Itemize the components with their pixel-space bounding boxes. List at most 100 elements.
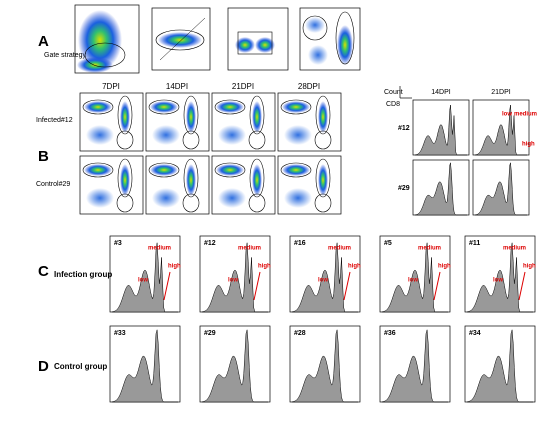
axis-label: CD8 [386,101,400,108]
arrow [343,271,351,301]
plot-frame [227,7,289,71]
plot-frame [211,155,276,215]
panel-label: C [38,263,49,280]
density-blob [152,188,180,208]
sample-label: #3 [114,240,122,247]
sample-label: #36 [384,330,396,337]
gate [117,95,133,135]
density-blob [308,45,328,65]
annotation: high [258,264,271,270]
sample-label: #29 [204,330,216,337]
gate [280,162,312,178]
density-blob [216,164,244,176]
group-label: Control group [54,362,107,371]
gate [280,99,312,115]
gate [116,193,134,213]
column-header: 21DPI [491,89,511,96]
density-blob [282,164,310,176]
plot-frame [145,92,210,152]
histogram [381,329,448,403]
gate [84,42,126,68]
histogram [474,162,527,216]
gate [117,158,133,198]
column-header: 14DPI [431,89,451,96]
panel-title: Gate strategy [44,52,87,59]
sample-label: #28 [294,330,306,337]
gate [237,31,273,55]
histogram [201,329,268,403]
plot-frame [74,4,140,74]
density-blob [284,188,312,208]
density-blob [150,101,178,113]
sample-label: #12 [204,240,216,247]
gate [249,158,265,198]
histogram [201,242,268,313]
annotation: high [438,264,451,270]
gate [183,95,199,135]
annotation: low [493,278,503,284]
row-label: #12 [398,125,410,132]
row-label: #29 [398,185,410,192]
gate [249,95,265,135]
annotation: medium [238,246,261,252]
gate [155,29,205,51]
density-blob [318,101,328,133]
gate [315,95,331,135]
annotation: medium [514,112,537,118]
gate [248,130,266,150]
arrow [163,271,171,301]
histogram [111,329,178,403]
column-header: 7DPI [102,82,120,91]
annotation: low [502,112,512,118]
density-blob [284,125,312,145]
annotation: low [408,278,418,284]
histogram [474,104,527,156]
density-blob [152,125,180,145]
density-blob [150,164,178,176]
gate [148,162,180,178]
density-blob [186,164,196,196]
density-blob [337,25,353,65]
gate [315,158,331,198]
sample-label: #33 [114,330,126,337]
gate [183,158,199,198]
histogram [466,242,533,313]
gate [214,162,246,178]
density-blob [218,125,246,145]
density-blob [282,101,310,113]
density-blob [305,17,325,33]
annotation: high [522,142,535,148]
sample-label: #11 [469,240,480,247]
histogram [414,104,467,156]
plot-frame [299,7,361,71]
axis-label: Count [384,89,403,96]
arrow [253,271,261,301]
density-blob [186,101,196,133]
panel-label: A [38,33,49,50]
density-blob [252,164,262,196]
density-blob [252,101,262,133]
histogram [111,242,178,313]
histogram [414,162,467,216]
density-blob [86,188,114,208]
plot-frame [277,92,342,152]
density-blob [78,10,122,70]
annotation: medium [503,246,526,252]
histogram [291,329,358,403]
gate [314,130,332,150]
column-header: 28DPI [298,82,320,91]
density-blob [120,101,130,133]
gate [148,99,180,115]
gate [82,162,114,178]
density-blob [255,37,275,53]
column-header: 14DPI [166,82,188,91]
histogram [381,242,448,313]
row-label: Control#29 [36,181,70,188]
column-header: 21DPI [232,82,254,91]
density-blob [120,164,130,196]
plot-frame [277,155,342,215]
plot-frame [145,155,210,215]
annotation: medium [148,246,171,252]
histogram [466,329,533,403]
